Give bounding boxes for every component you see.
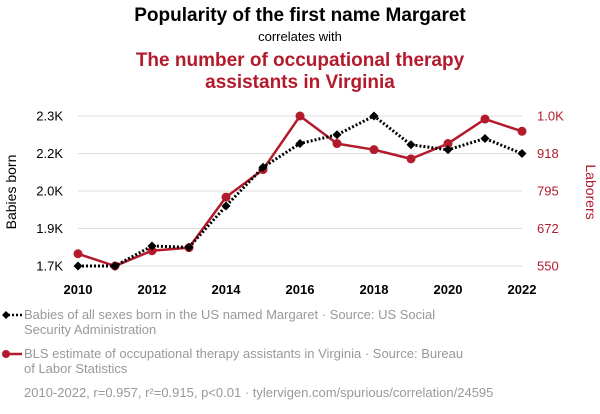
- left-tick-label: 2.0K: [36, 184, 63, 199]
- x-tick-label: 2020: [434, 282, 463, 297]
- data-point-laborers: [147, 246, 157, 256]
- x-tick-label: 2012: [138, 282, 167, 297]
- footer-stats: 2010-2022, r=0.957, r²=0.915, p<0.01 · t…: [24, 385, 493, 400]
- left-axis-label: Babies born: [3, 155, 19, 230]
- data-point-laborers: [443, 139, 453, 149]
- right-tick-label: 795: [537, 184, 559, 199]
- data-point-laborers: [480, 114, 490, 124]
- data-point-laborers: [332, 139, 342, 149]
- legend-text-babies-2: Security Administration: [24, 322, 156, 337]
- x-tick-label: 2022: [508, 282, 537, 297]
- x-tick-label: 2016: [286, 282, 315, 297]
- data-point-babies: [147, 241, 157, 251]
- legend-text-laborers-2: of Labor Statistics: [24, 361, 128, 376]
- x-tick-label: 2010: [64, 282, 93, 297]
- data-point-laborers: [406, 154, 416, 164]
- chart-subtitle-line-2: assistants in Virginia: [205, 72, 395, 93]
- data-point-laborers: [295, 111, 305, 121]
- x-axis-ticks: 2010 2012 2014 2016 2018 2020 2022: [64, 282, 537, 297]
- data-point-babies: [295, 139, 305, 148]
- right-tick-label: 1.0K: [537, 109, 564, 124]
- data-point-babies: [110, 261, 120, 271]
- chart-title: Popularity of the first name Margaret: [134, 5, 466, 26]
- data-point-babies: [73, 261, 83, 271]
- left-tick-label: 2.3K: [36, 109, 63, 124]
- left-tick-label: 1.9K: [36, 221, 63, 236]
- legend-item-babies: Babies of all sexes born in the US named…: [2, 307, 435, 337]
- left-tick-label: 2.2K: [36, 146, 63, 161]
- data-point-babies: [480, 134, 490, 143]
- legend: Babies of all sexes born in the US named…: [2, 307, 463, 376]
- left-tick-label: 1.7K: [36, 259, 63, 274]
- legend-marker-laborers: [2, 350, 10, 358]
- chart-subtitle-line-1: The number of occupational therapy: [136, 50, 465, 71]
- left-axis-ticks: 1.7K 1.9K 2.0K 2.2K 2.3K: [36, 109, 63, 274]
- right-tick-label: 550: [537, 259, 559, 274]
- right-axis-label: Laborers: [583, 164, 599, 219]
- right-tick-label: 918: [537, 146, 559, 161]
- data-point-babies: [332, 130, 342, 140]
- correlates-text: correlates with: [258, 29, 342, 44]
- legend-text-babies-1: Babies of all sexes born in the US named…: [24, 307, 435, 322]
- legend-text-laborers-1: BLS estimate of occupational therapy ass…: [24, 346, 463, 361]
- x-tick-label: 2014: [212, 282, 242, 297]
- right-tick-label: 672: [537, 221, 559, 236]
- data-point-babies: [258, 162, 268, 172]
- legend-marker-babies: [2, 311, 10, 319]
- data-point-babies: [443, 145, 453, 155]
- series-babies: [73, 111, 527, 271]
- data-point-laborers: [221, 192, 231, 202]
- data-point-laborers: [73, 249, 83, 259]
- data-point-babies: [369, 111, 379, 121]
- data-point-babies: [221, 201, 231, 211]
- legend-item-laborers: BLS estimate of occupational therapy ass…: [2, 346, 463, 376]
- x-tick-label: 2018: [360, 282, 389, 297]
- data-point-laborers: [369, 145, 379, 155]
- right-axis-ticks: 550 672 795 918 1.0K: [537, 109, 564, 274]
- data-point-babies: [406, 140, 416, 150]
- data-point-laborers: [517, 126, 527, 136]
- data-point-babies: [517, 149, 527, 158]
- data-point-babies: [184, 242, 194, 252]
